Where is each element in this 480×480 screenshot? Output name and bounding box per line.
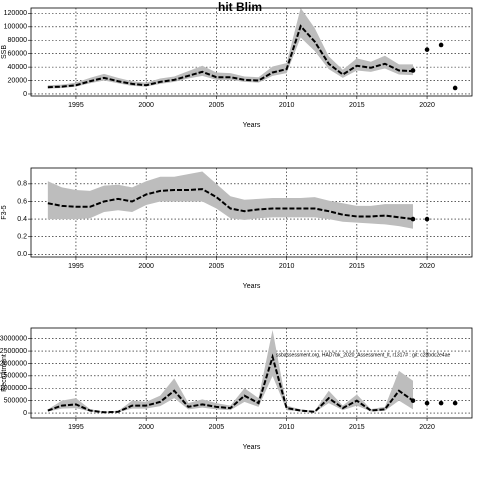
x-tick-label: 2020 (419, 263, 435, 270)
x-tick-label: 2010 (279, 102, 295, 109)
y-tick-label: 3000000 (0, 336, 27, 343)
x-tick-label: 2020 (419, 424, 435, 431)
x-tick-label: 2005 (209, 424, 225, 431)
x-tick-label: 1995 (68, 102, 84, 109)
estimate-line (47, 353, 414, 414)
x-axis-label: Years (243, 283, 261, 290)
x-tick-label: 2005 (209, 102, 225, 109)
confidence-band (47, 8, 414, 89)
x-tick-label: 2000 (138, 102, 154, 109)
x-axis-label: Years (243, 444, 261, 451)
plot-frame (30, 327, 473, 419)
y-tick-label: 0.0 (17, 251, 27, 258)
x-axis-label: Years (243, 122, 261, 129)
y-tick-label: 120000 (4, 10, 27, 17)
projection-point (438, 42, 444, 48)
y-tick-label: 80000 (8, 37, 28, 44)
projection-point (424, 216, 430, 222)
y-tick-label: 2500000 (0, 348, 27, 355)
projection-point (452, 400, 458, 406)
y-tick-label: 40000 (8, 64, 28, 71)
estimate-line (47, 24, 414, 89)
y-tick-label: 1500000 (0, 373, 27, 380)
x-tick-label: 2010 (279, 263, 295, 270)
x-tick-label: 1995 (68, 424, 84, 431)
estimate-line (47, 188, 414, 221)
projection-point (452, 85, 458, 91)
y-tick-label: 0.2 (17, 234, 27, 241)
projection-point (424, 47, 430, 52)
y-tick-label: 0.6 (17, 198, 27, 205)
x-tick-label: 2000 (138, 424, 154, 431)
y-tick-label: 1000000 (0, 385, 27, 392)
plot-frame (30, 167, 473, 258)
annotation: ssbassessment.org, HAD7bk_2020_Assessmen… (276, 352, 450, 358)
y-tick-label: 2000000 (0, 360, 27, 367)
x-tick-label: 2000 (138, 263, 154, 270)
y-tick-label: 500000 (4, 397, 27, 404)
x-tick-label: 1995 (68, 263, 84, 270)
x-tick-label: 2010 (279, 424, 295, 431)
y-tick-label: 0 (23, 410, 27, 417)
y-tick-label: 20000 (8, 77, 28, 84)
x-tick-label: 2005 (209, 263, 225, 270)
y-tick-label: 0 (23, 91, 27, 98)
y-axis-label: SSB (1, 45, 8, 59)
chart-title: hit Blim (218, 0, 262, 14)
projection-point (410, 68, 416, 73)
y-tick-label: 60000 (8, 51, 28, 58)
confidence-band (47, 171, 414, 229)
y-tick-label: 100000 (4, 24, 27, 31)
projection-point (424, 400, 430, 406)
y-tick-label: 0.8 (17, 181, 27, 188)
confidence-band (47, 329, 414, 413)
y-tick-label: 0.4 (17, 216, 27, 223)
x-tick-label: 2020 (419, 102, 435, 109)
y-axis-label: F3-5 (1, 205, 8, 220)
projection-point (410, 216, 416, 222)
x-tick-label: 2015 (349, 424, 365, 431)
y-axis-label: Recruitment (1, 354, 8, 392)
projection-point (438, 400, 444, 406)
projection-point (410, 398, 416, 403)
x-tick-label: 2015 (349, 102, 365, 109)
x-tick-label: 2015 (349, 263, 365, 270)
plot-frame (30, 7, 473, 97)
